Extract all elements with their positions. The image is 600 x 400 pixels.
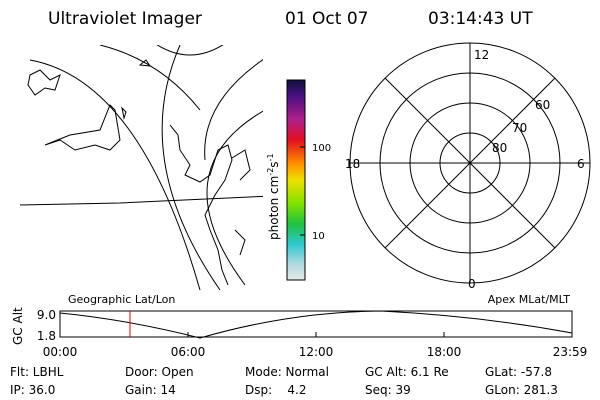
footer-field: Mode: Normal: [245, 365, 329, 379]
altitude-curve: [59, 310, 573, 339]
lat-label: 60: [535, 98, 550, 112]
polar-plot: [349, 42, 591, 284]
footer-field: Gain: 14: [125, 383, 176, 397]
colorbar: [286, 79, 306, 281]
y-axis-label: GC Alt: [11, 307, 25, 345]
footer-field: Door: Open: [125, 365, 194, 379]
unit-exp: -2: [266, 168, 275, 176]
y-tick-label: 1.8: [37, 329, 56, 343]
unit-base: photon cm: [267, 176, 281, 240]
footer-field: Flt: LBHL: [10, 365, 64, 379]
lat-label: 80: [492, 141, 507, 155]
map: [19, 45, 263, 290]
colorbar-label: 100: [312, 143, 331, 154]
footer-field: Seq: 39: [365, 383, 411, 397]
x-tick-label: 00:00: [43, 345, 78, 359]
unit-exp: -1: [266, 153, 275, 161]
hour-label: 18: [345, 157, 360, 171]
date: 01 Oct 07: [285, 9, 368, 29]
unit-mid: s: [267, 161, 281, 167]
footer-field: GC Alt: 6.1 Re: [365, 365, 449, 379]
timeline-title: Geographic Lat/Lon: [68, 293, 175, 306]
footer-field: Dsp: 4.2: [245, 383, 307, 397]
hour-label: 0: [468, 277, 476, 291]
timeline-title: Apex MLat/MLT: [488, 293, 571, 306]
footer-field: IP: 36.0: [10, 383, 55, 397]
footer: Flt: LBHL Door: Open Mode: Normal GC Alt: 6…: [10, 365, 558, 397]
x-tick-label: 23:59: [553, 345, 588, 359]
time: 03:14:43 UT: [428, 9, 533, 29]
title: Ultraviolet Imager: [48, 9, 202, 29]
colorbar-label: 10: [312, 231, 325, 242]
hour-label: 6: [577, 157, 585, 171]
x-tick-label: 12:00: [299, 345, 334, 359]
lat-label: 70: [512, 121, 527, 135]
x-tick-label: 06:00: [171, 345, 206, 359]
y-tick-label: 9.0: [37, 308, 56, 322]
footer-field: GLon: 281.3: [485, 383, 558, 397]
x-tick-label: 18:00: [427, 345, 462, 359]
hour-label: 12: [474, 48, 489, 62]
footer-field: GLat: -57.8: [485, 365, 552, 379]
colorbar-unit: photon cm-2s-1: [266, 153, 281, 240]
x-ticks: [187, 332, 445, 337]
